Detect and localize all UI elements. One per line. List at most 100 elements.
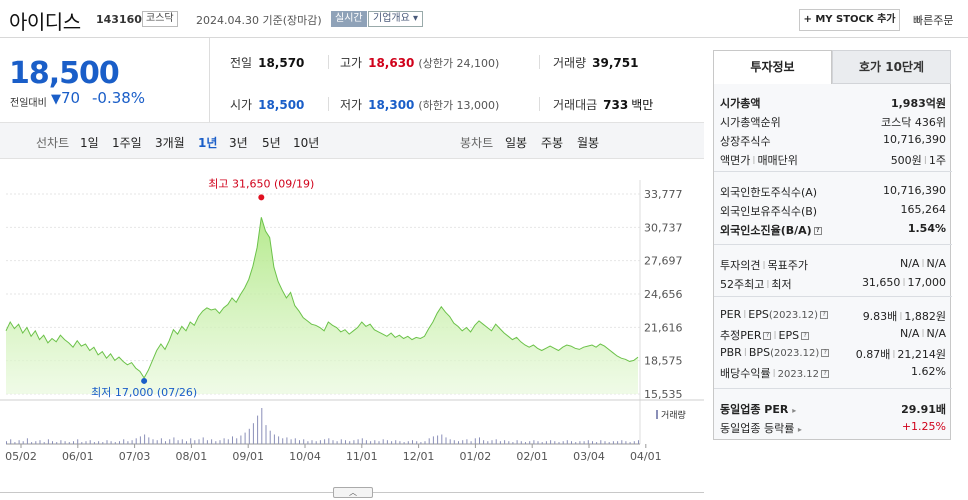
help-icon[interactable]: ?: [763, 332, 772, 340]
x-tick-label: 06/01: [62, 450, 94, 463]
volume-bar: [273, 434, 275, 444]
volume-bar: [319, 440, 321, 444]
est-per-row: 추정PER? l EPS? N/A l N/A: [720, 327, 946, 342]
volume-bar: [432, 436, 434, 444]
volume-bar: [428, 438, 430, 444]
tab-orderbook[interactable]: 호가 10단계: [832, 50, 951, 84]
stock-name: 아이디스: [9, 10, 81, 34]
period-3y[interactable]: 3년: [229, 136, 248, 150]
volume-bar: [18, 440, 20, 444]
volume-bar: [483, 440, 485, 444]
volume-bar: [311, 440, 313, 444]
volume-bar: [357, 439, 359, 444]
foreign-rate-row: 외국인소진율(B/A)? 1.54%: [720, 222, 946, 237]
volume-bar: [215, 441, 217, 444]
volume-bar: [119, 441, 120, 444]
stat-low: 저가 18,300 (하한가 13,000): [340, 98, 500, 112]
quick-order-link[interactable]: 빠른주문: [913, 14, 954, 27]
volume-bar: [416, 441, 418, 444]
period-3m[interactable]: 3개월: [155, 136, 185, 150]
chart-period-bar: 선차트 1일 1주일 3개월 1년 3년 5년 10년 봉차트 일봉 주봉 월봉: [0, 122, 704, 159]
volume-bar: [244, 432, 246, 444]
volume-bar: [290, 439, 292, 444]
volume-bar: [181, 439, 183, 444]
sector-per-row: 동일업종 PER ▸ 29.91배: [720, 403, 946, 416]
stat-high: 고가 18,630 (상한가 24,100): [340, 56, 500, 70]
volume-bar: [294, 438, 296, 444]
stock-header: 아이디스 143160 코스닥 2024.04.30 기준(장마감) 실시간 기…: [0, 0, 968, 38]
dividend-row: 배당수익률 l 2023.12? 1.62%: [720, 365, 946, 380]
volume-bar: [365, 440, 367, 444]
volume-bar: [43, 442, 45, 444]
volume-bar: [554, 441, 556, 444]
volume-bar: [361, 438, 363, 444]
volume-bar: [579, 441, 581, 444]
period-1d[interactable]: 1일: [80, 136, 99, 150]
help-icon[interactable]: ?: [821, 349, 830, 357]
foreign-own-row: 외국인보유주식수(B) 165,264: [720, 203, 946, 218]
volume-bar: [114, 442, 116, 444]
volume-bar: [248, 428, 250, 444]
pbr-row: PBR l BPS(2023.12)? 0.87배 l 21,214원: [720, 346, 946, 361]
chart-expand-handle[interactable]: ︿: [333, 487, 373, 498]
volume-bar: [198, 439, 200, 444]
help-icon[interactable]: ?: [801, 332, 810, 340]
volume-bar: [324, 439, 326, 444]
volume-bar: [445, 437, 447, 444]
help-icon[interactable]: ?: [821, 370, 830, 378]
volume-bar: [31, 442, 33, 444]
chevron-right-icon: ▸: [797, 425, 802, 434]
volume-bar: [131, 440, 133, 444]
volume-bar: [165, 441, 166, 444]
period-1y[interactable]: 1년: [198, 136, 218, 150]
volume-bar: [6, 441, 7, 444]
volume-bar: [571, 441, 572, 444]
sector-group: 동일업종 PER ▸ 29.91배 동일업종 등락률 ▸ +1.25%: [714, 389, 952, 440]
volume-bar: [156, 440, 158, 444]
period-10y[interactable]: 10년: [293, 136, 320, 150]
volume-bar: [169, 439, 171, 444]
y-tick-label: 15,535: [644, 388, 683, 401]
volume-bar: [39, 440, 41, 444]
candle-daily[interactable]: 일봉: [505, 136, 528, 150]
volume-bar: [110, 441, 112, 444]
volume-bar: [186, 441, 187, 444]
volume-bar: [516, 440, 518, 444]
current-price: 18,500: [9, 56, 120, 91]
add-mystock-button[interactable]: + MY STOCK 추가: [799, 9, 900, 31]
volume-bar: [378, 441, 380, 444]
candle-monthly[interactable]: 월봉: [577, 136, 600, 150]
volume-bar: [52, 441, 53, 444]
volume-bar: [374, 440, 376, 444]
company-info-dropdown[interactable]: 기업개요 ▾: [368, 11, 424, 27]
sector-rate-row[interactable]: 동일업종 등락률 ▸ +1.25%: [720, 420, 946, 435]
x-tick-label: 11/01: [346, 450, 378, 463]
period-1w[interactable]: 1주일: [112, 136, 142, 150]
volume-bar: [508, 441, 510, 444]
volume-bar: [336, 441, 338, 444]
plus-icon: +: [803, 14, 812, 25]
chevron-right-icon: ▸: [792, 406, 797, 415]
volume-bar: [449, 439, 451, 444]
tab-investment-info[interactable]: 투자정보: [713, 50, 832, 84]
realtime-button[interactable]: 실시간: [331, 11, 367, 27]
x-tick-label: 02/01: [516, 450, 548, 463]
volume-bar: [638, 440, 639, 444]
volume-bar: [596, 442, 598, 444]
w52-row: 52주최고 l 최저 31,650 l 17,000: [720, 276, 946, 291]
price-diff: ▼70: [51, 89, 81, 107]
current-price-box: 18,500 전일대비 ▼70 -0.38%: [0, 38, 210, 122]
candle-weekly[interactable]: 주봉: [541, 136, 564, 150]
volume-bar: [303, 439, 305, 444]
volume-bar: [499, 441, 501, 444]
help-icon[interactable]: ?: [820, 311, 829, 319]
volume-bar: [491, 440, 493, 444]
y-tick-label: 33,777: [644, 188, 683, 201]
help-icon[interactable]: ?: [813, 227, 822, 235]
price-stats: 전일 18,570 고가 18,630 (상한가 24,100) 거래량 39,751 …: [211, 38, 704, 122]
volume-bar: [315, 441, 317, 444]
volume-bar: [60, 440, 62, 444]
period-5y[interactable]: 5년: [262, 136, 281, 150]
volume-bar: [370, 441, 372, 444]
x-tick-label: 03/04: [573, 450, 605, 463]
